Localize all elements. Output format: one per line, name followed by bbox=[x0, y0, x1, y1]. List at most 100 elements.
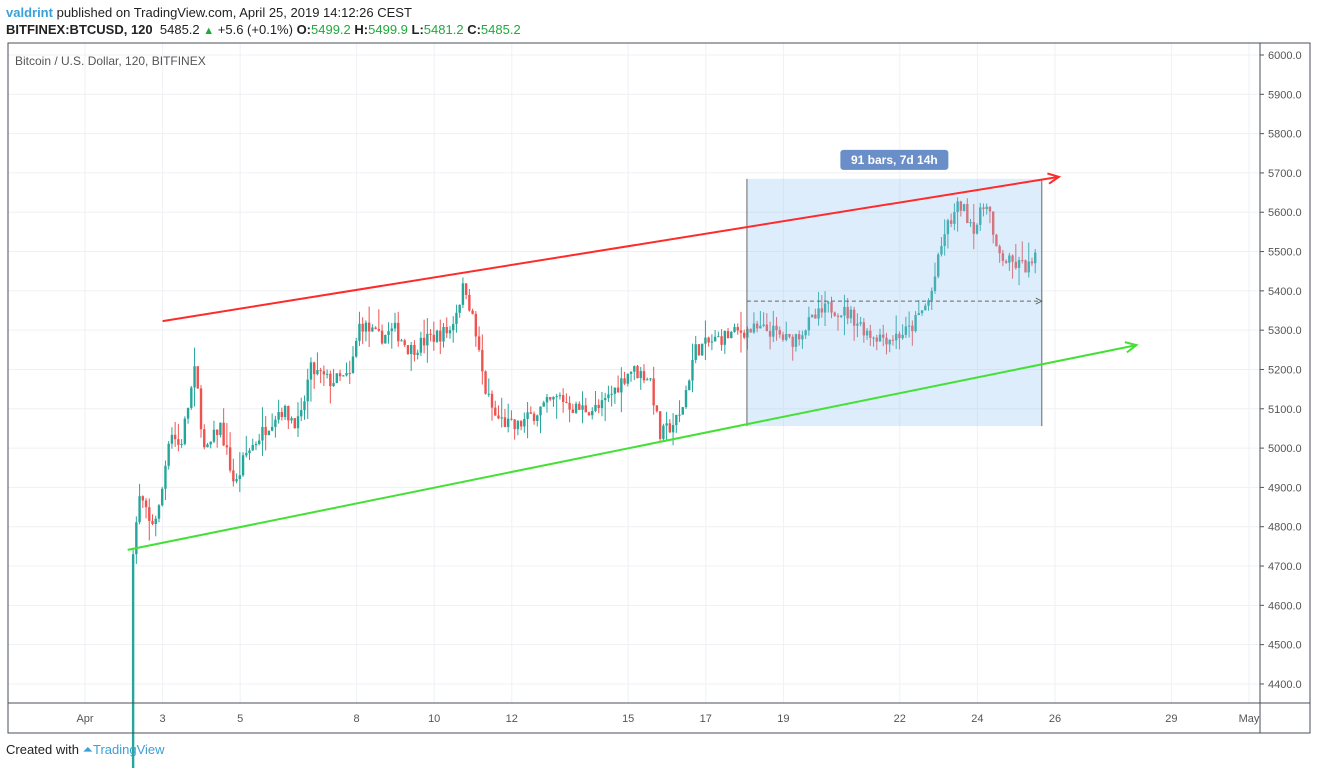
candle-body bbox=[183, 418, 187, 444]
candle-body bbox=[985, 206, 988, 209]
candle-body bbox=[633, 366, 636, 372]
candle-body bbox=[148, 507, 151, 521]
close-label: C: bbox=[467, 22, 481, 37]
candle-body bbox=[930, 290, 933, 301]
y-tick-label: 5600.0 bbox=[1268, 207, 1302, 219]
symbol-info: BITFINEX:BTCUSD, 120 5485.2 ▲ +5.6 (+0.1… bbox=[6, 22, 521, 37]
range-label-box bbox=[840, 149, 949, 170]
candle-body bbox=[710, 341, 714, 343]
candle-body bbox=[209, 441, 212, 445]
candle-body bbox=[675, 414, 678, 426]
candle-body bbox=[426, 333, 429, 346]
candle-body bbox=[794, 334, 798, 347]
candle-body bbox=[325, 373, 329, 375]
candle-body bbox=[1030, 261, 1034, 264]
x-tick-label: May bbox=[1239, 713, 1260, 725]
candle-body bbox=[684, 390, 688, 408]
candle-body bbox=[552, 396, 555, 400]
author-link[interactable]: valdrint bbox=[6, 5, 53, 20]
candle-body bbox=[636, 366, 639, 379]
candle-body bbox=[452, 324, 455, 331]
candle-body bbox=[203, 429, 206, 448]
candle-body bbox=[510, 418, 513, 420]
candle-body bbox=[374, 327, 377, 329]
candle-body bbox=[578, 403, 581, 410]
candle-body bbox=[962, 204, 966, 211]
candle-body bbox=[1021, 260, 1024, 262]
candle-body bbox=[827, 302, 830, 304]
candle-body bbox=[933, 276, 937, 291]
x-tick-label: 8 bbox=[354, 713, 360, 725]
candle-body bbox=[882, 334, 885, 338]
candle-body bbox=[646, 379, 649, 381]
candle-body bbox=[830, 302, 833, 313]
candle-body bbox=[497, 415, 500, 419]
candle-body bbox=[364, 322, 368, 332]
x-tick-label: 3 bbox=[160, 713, 166, 725]
candle-body bbox=[713, 336, 717, 342]
candle-body bbox=[924, 305, 927, 311]
candle-body bbox=[461, 283, 465, 305]
candle-body bbox=[241, 455, 245, 476]
candle-body bbox=[988, 206, 992, 212]
candle-body bbox=[840, 315, 843, 317]
candle-body bbox=[283, 406, 287, 418]
candle-body bbox=[736, 327, 739, 331]
date-range-box bbox=[746, 178, 1042, 427]
candle-body bbox=[878, 334, 882, 342]
candle-body bbox=[697, 344, 701, 356]
candle-body bbox=[639, 371, 642, 379]
candle-body bbox=[629, 371, 633, 374]
arrow-head-icon bbox=[1047, 172, 1062, 185]
drawings[interactable]: 91 bars, 7d 14h bbox=[127, 149, 1139, 551]
y-tick-label: 5500.0 bbox=[1268, 247, 1302, 259]
candle-body bbox=[894, 333, 898, 341]
candle-body bbox=[186, 407, 190, 419]
low-label: L: bbox=[411, 22, 424, 37]
candle-body bbox=[688, 380, 691, 391]
candle-body bbox=[332, 383, 335, 387]
candle-body bbox=[380, 330, 384, 344]
candle-body bbox=[539, 406, 542, 416]
open-value: 5499.2 bbox=[311, 22, 351, 37]
high-label: H: bbox=[354, 22, 369, 37]
candle-body bbox=[390, 328, 393, 332]
x-tick-label: 24 bbox=[971, 713, 983, 725]
candle-body bbox=[400, 340, 403, 342]
candle-body bbox=[820, 308, 824, 313]
low-value: 5481.2 bbox=[423, 22, 464, 37]
y-tick-label: 5300.0 bbox=[1268, 325, 1302, 337]
y-tick-label: 5700.0 bbox=[1268, 168, 1302, 180]
candle-body bbox=[652, 378, 655, 406]
candle-body bbox=[749, 328, 752, 333]
candle-body bbox=[335, 373, 339, 384]
candle-body bbox=[193, 366, 196, 388]
candle-body bbox=[691, 359, 694, 381]
candle-body bbox=[972, 222, 975, 234]
candle-body bbox=[975, 224, 979, 234]
candle-body bbox=[157, 505, 161, 519]
candle-body bbox=[901, 334, 904, 339]
candle-body bbox=[995, 234, 998, 247]
y-tick-label: 4700.0 bbox=[1268, 561, 1302, 573]
tradingview-link[interactable]: TradingView bbox=[93, 742, 165, 757]
candle-body bbox=[678, 414, 681, 416]
candle-body bbox=[177, 439, 180, 445]
candle-body bbox=[319, 370, 322, 372]
candle-body bbox=[739, 330, 743, 333]
candle-body bbox=[519, 420, 523, 427]
candle-body bbox=[542, 402, 545, 407]
candle-body bbox=[788, 333, 791, 337]
candle-body bbox=[768, 331, 772, 337]
candle-body bbox=[312, 362, 316, 375]
candle-body bbox=[911, 325, 914, 332]
candle-body bbox=[584, 405, 587, 413]
resistance-line bbox=[162, 175, 1060, 323]
candle-body bbox=[371, 327, 374, 332]
candle-body bbox=[248, 450, 251, 454]
candle-body bbox=[917, 313, 921, 316]
candle-body bbox=[623, 378, 626, 384]
x-tick-label: 29 bbox=[1165, 713, 1177, 725]
